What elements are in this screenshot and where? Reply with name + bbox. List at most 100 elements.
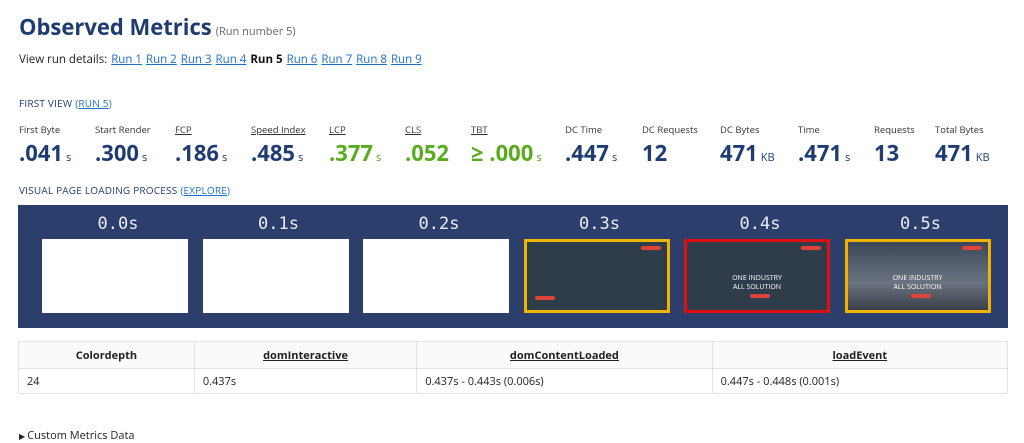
metric-value: 12	[642, 138, 698, 168]
metric: Requests 13	[874, 123, 915, 168]
visual-label: VISUAL PAGE LOADING PROCESS	[19, 183, 178, 197]
metric-label: LCP	[329, 123, 346, 136]
metric-unit: s	[222, 150, 228, 165]
cell: 0.437s - 0.443s (0.006s)	[416, 368, 713, 394]
custom-metrics-toggle[interactable]: Custom Metrics Data	[19, 428, 134, 443]
metric-label: FCP	[175, 123, 192, 136]
frame: 0.3s	[520, 205, 680, 328]
thumb-button	[801, 246, 821, 250]
thumb-headline: ONE INDUSTRY ALL SOLUTION	[892, 274, 943, 292]
thumb-button	[750, 294, 770, 298]
metric-value: .186 s	[175, 138, 227, 168]
metric-unit: s	[376, 150, 382, 165]
first-view-label: FIRST VIEW	[19, 96, 73, 110]
thumb-button	[910, 294, 931, 298]
metric-number: .300	[95, 138, 140, 168]
metric-number: .186	[175, 138, 220, 168]
frame: 0.5s ONE INDUSTRY ALL SOLUTION	[841, 205, 1001, 328]
metric-label: DC Time	[565, 123, 603, 136]
frame: 0.1s	[199, 205, 359, 328]
frame: 0.4s ONE INDUSTRY ALL SOLUTION	[680, 205, 840, 328]
frame-time: 0.0s	[97, 214, 139, 234]
frame: 0.0s	[38, 205, 198, 328]
frame-thumbnail	[202, 239, 349, 313]
metric-unit: s	[845, 150, 851, 165]
explore-link[interactable]: EXPLORE	[183, 183, 228, 197]
timing-table: Colordepth domInteractive domContentLoaded…	[18, 341, 1009, 394]
metric-value: .377 s	[329, 138, 381, 168]
metric: TBT ≥ .000 s	[471, 123, 542, 168]
frame-time: 0.5s	[900, 214, 941, 234]
metric-unit: s	[142, 150, 148, 165]
frame-time: 0.4s	[739, 214, 781, 234]
frame-thumbnail: ONE INDUSTRY ALL SOLUTION	[684, 239, 830, 313]
run-link-wrap: Run 3	[181, 52, 212, 67]
metric: Time .471 s	[798, 123, 850, 168]
metric-unit: s	[612, 150, 618, 165]
title-block: Observed Metrics (Run number 5)	[19, 12, 296, 42]
run-link-wrap: Run 2	[146, 52, 177, 67]
first-view-link[interactable]: RUN 5	[78, 96, 109, 110]
run-link[interactable]: Run 7	[321, 52, 353, 67]
run-link[interactable]: Run 3	[180, 52, 212, 67]
run-link[interactable]: Run 4	[215, 52, 247, 67]
frame-time: 0.1s	[258, 214, 299, 234]
thumb-headline: ONE INDUSTRY ALL SOLUTION	[732, 274, 782, 292]
metric-label: Start Render	[95, 123, 151, 136]
metric-number: ≥ .000	[471, 138, 534, 168]
metric-label: First Byte	[19, 123, 61, 136]
cell: 24	[18, 368, 195, 394]
metric-value: .052	[405, 138, 449, 168]
thumb-button	[961, 246, 982, 250]
metric: FCP .186 s	[175, 123, 227, 168]
metric-label: DC Requests	[642, 123, 698, 136]
metric-number: .377	[329, 138, 374, 168]
column-header: loadEvent	[711, 341, 1009, 369]
run-link[interactable]: Run 9	[390, 52, 422, 67]
thumb-button	[534, 296, 555, 300]
metric-value: .300 s	[95, 138, 151, 168]
metric-unit: s	[66, 150, 72, 165]
first-view-heading: FIRST VIEW RUN 5	[19, 96, 112, 110]
metric-label: Requests	[874, 123, 915, 136]
metric-number: 471	[720, 138, 758, 168]
metric: Start Render .300 s	[95, 123, 151, 168]
run-link[interactable]: Run 6	[286, 52, 318, 67]
column-header: domInteractive	[193, 341, 418, 369]
metric: DC Time .447 s	[565, 123, 617, 168]
run-link[interactable]: Run 2	[145, 52, 177, 67]
metric-value: .471 s	[798, 138, 850, 168]
metric-value: 471 KB	[720, 138, 775, 168]
cell: 0.437s	[193, 368, 418, 394]
metric-value: .041 s	[19, 138, 71, 168]
column-header: Colordepth	[18, 341, 195, 369]
metric: DC Requests 12	[642, 123, 698, 168]
metric-label: CLS	[405, 123, 422, 136]
metric-value: ≥ .000 s	[471, 138, 542, 168]
metric: DC Bytes 471 KB	[720, 123, 775, 168]
run-link[interactable]: Run 8	[356, 52, 387, 67]
column-header: domContentLoaded	[416, 341, 713, 369]
frame-time: 0.2s	[418, 214, 460, 234]
metric-number: .052	[405, 138, 450, 168]
metric-value: 471 KB	[935, 138, 990, 168]
run-links: View run details: Run 1 Run 2 Run 3 Run 4 Run…	[19, 52, 426, 67]
metric-label: DC Bytes	[720, 123, 760, 136]
frame-thumbnail	[523, 239, 670, 313]
run-link-wrap: Run 1	[111, 52, 142, 67]
run-link-wrap: Run 9	[391, 52, 422, 67]
metric-label: TBT	[471, 123, 488, 136]
metric-number: 12	[642, 138, 668, 168]
metric-number: .471	[798, 138, 843, 168]
frame-thumbnail: ONE INDUSTRY ALL SOLUTION	[844, 239, 991, 313]
metric-number: .041	[19, 138, 64, 168]
metric-label: Total Bytes	[935, 123, 984, 136]
metric-value: 13	[874, 138, 915, 168]
metric-number: 471	[935, 138, 973, 168]
run-link[interactable]: Run 1	[111, 52, 142, 67]
metric-unit: s	[536, 150, 542, 165]
metric-label: Time	[798, 123, 820, 136]
filmstrip: 0.0s 0.1s 0.2s 0.3s 0.4s ONE INDUSTRY ALL SOL…	[18, 205, 1008, 328]
subtitle: (Run number 5)	[215, 24, 296, 39]
